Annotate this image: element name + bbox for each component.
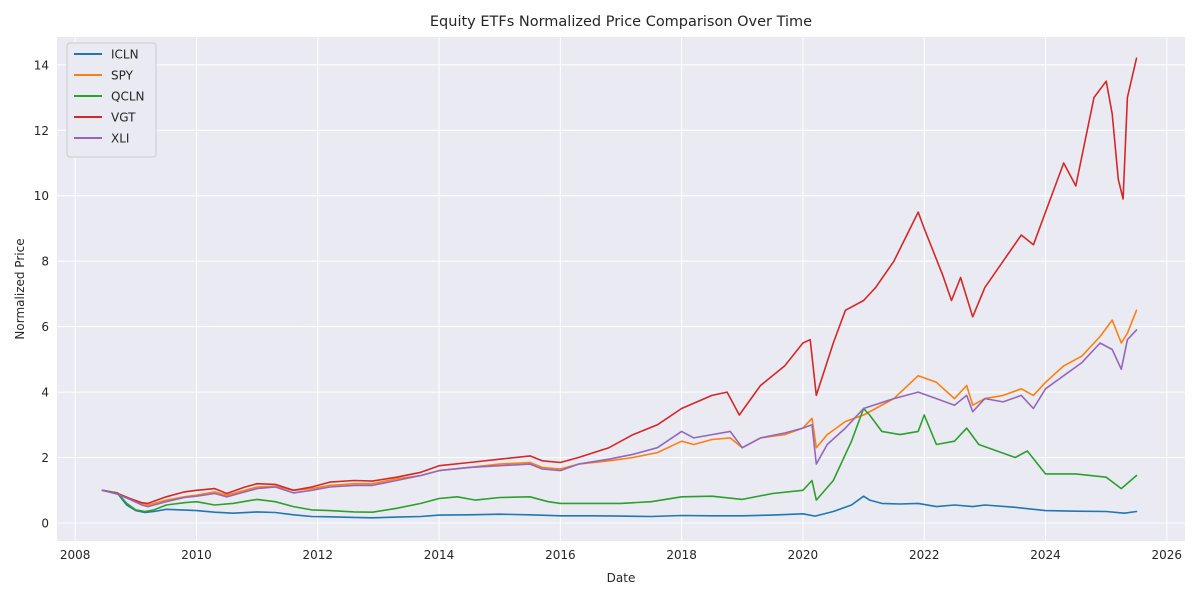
x-tick-label: 2010 bbox=[181, 548, 212, 562]
y-tick-label: 14 bbox=[34, 58, 49, 72]
legend-label-vgt: VGT bbox=[111, 111, 136, 125]
y-tick-label: 4 bbox=[41, 386, 49, 400]
legend-label-icln: ICLN bbox=[111, 48, 139, 62]
x-axis-label: Date bbox=[607, 571, 636, 585]
y-axis-ticks: 0 2 4 6 8 10 12 14 bbox=[34, 58, 49, 530]
series-line-xli bbox=[101, 329, 1138, 508]
series-line-vgt bbox=[101, 57, 1138, 505]
x-tick-label: 2018 bbox=[666, 548, 697, 562]
chart-title: Equity ETFs Normalized Price Comparison … bbox=[430, 14, 812, 30]
series-layer bbox=[101, 57, 1138, 519]
x-tick-label: 2008 bbox=[60, 548, 91, 562]
y-tick-label: 10 bbox=[34, 189, 49, 203]
series-line-spy bbox=[101, 309, 1138, 506]
x-axis-ticks: 2008 2010 2012 2014 2016 2018 2020 2022 2024 2026 bbox=[60, 548, 1182, 562]
legend: ICLN SPY QCLN VGT XLI bbox=[66, 42, 157, 158]
y-tick-label: 12 bbox=[34, 124, 49, 138]
x-tick-label: 2014 bbox=[424, 548, 455, 562]
x-tick-label: 2022 bbox=[909, 548, 940, 562]
legend-label-xli: XLI bbox=[111, 132, 129, 146]
x-tick-label: 2012 bbox=[303, 548, 334, 562]
x-tick-label: 2024 bbox=[1030, 548, 1061, 562]
series-line-icln bbox=[101, 489, 1138, 519]
plot-area bbox=[57, 37, 1185, 541]
y-tick-label: 6 bbox=[41, 320, 49, 334]
legend-label-qcln: QCLN bbox=[111, 90, 145, 104]
y-tick-label: 0 bbox=[41, 517, 49, 531]
y-tick-label: 8 bbox=[41, 255, 49, 269]
x-tick-label: 2020 bbox=[788, 548, 819, 562]
series-line-qcln bbox=[101, 407, 1138, 514]
y-axis-label: Normalized Price bbox=[13, 238, 27, 339]
y-tick-label: 2 bbox=[41, 451, 49, 465]
x-tick-label: 2026 bbox=[1152, 548, 1183, 562]
legend-box bbox=[66, 42, 157, 158]
grid-lines bbox=[57, 37, 1185, 541]
x-tick-label: 2016 bbox=[545, 548, 576, 562]
legend-label-spy: SPY bbox=[111, 69, 134, 83]
